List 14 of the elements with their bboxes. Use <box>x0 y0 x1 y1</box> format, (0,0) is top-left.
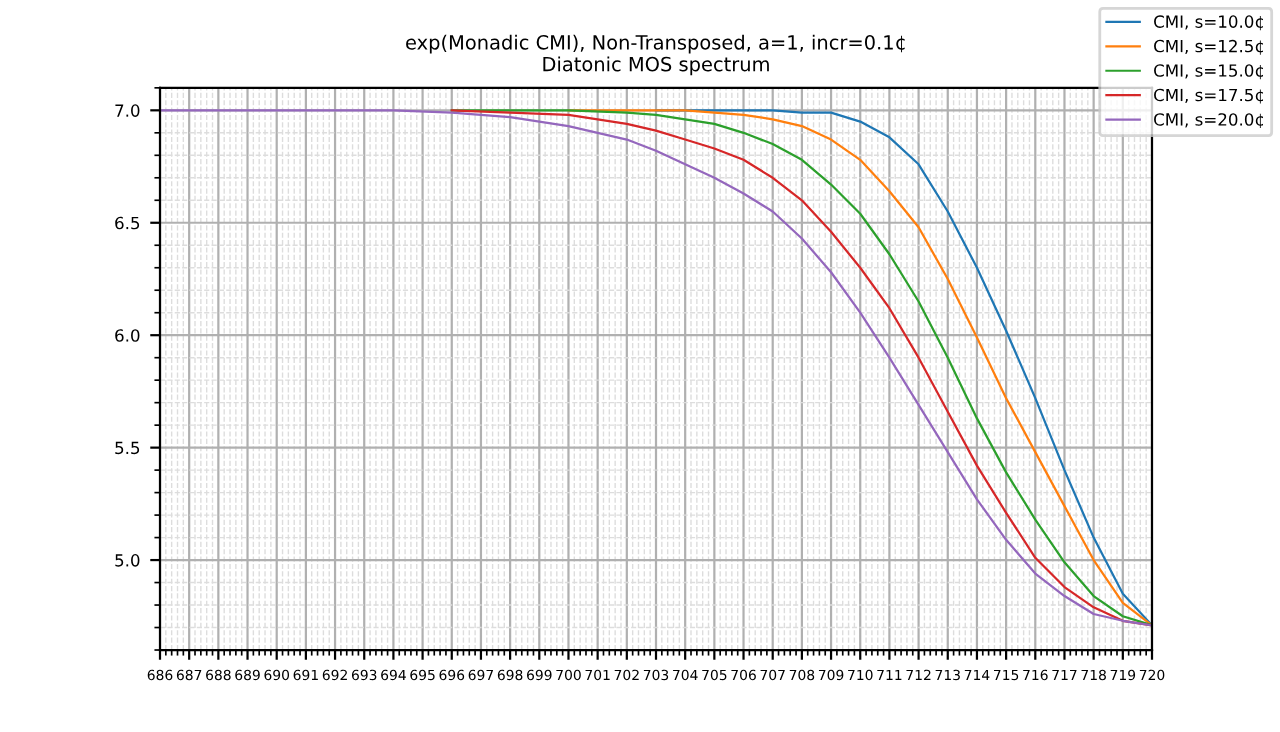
y-tick-label: 6.5 <box>115 216 140 230</box>
legend-label: CMI, s=12.5¢ <box>1154 39 1264 55</box>
y-tick-label: 7.0 <box>115 104 140 117</box>
legend-label: CMI, s=15.0¢ <box>1154 64 1264 80</box>
line-series <box>450 109 1152 627</box>
y-tick-label: 5.0 <box>115 554 140 567</box>
legend-label: CMI, s=10.0¢ <box>1154 15 1264 31</box>
line-series <box>160 109 1152 627</box>
legend-label: CMI, s=17.5¢ <box>1154 88 1264 104</box>
chart-subtitle: Diatonic MOS spectrum <box>543 56 769 76</box>
y-tick-label: 5.5 <box>115 441 140 455</box>
chart-title: exp(Monadic CMI), Non-Transposed, a=1, incr=0.1¢ <box>406 34 905 54</box>
y-tick-label: 6.0 <box>115 329 140 342</box>
legend-label: CMI, s=20.0¢ <box>1154 113 1264 129</box>
